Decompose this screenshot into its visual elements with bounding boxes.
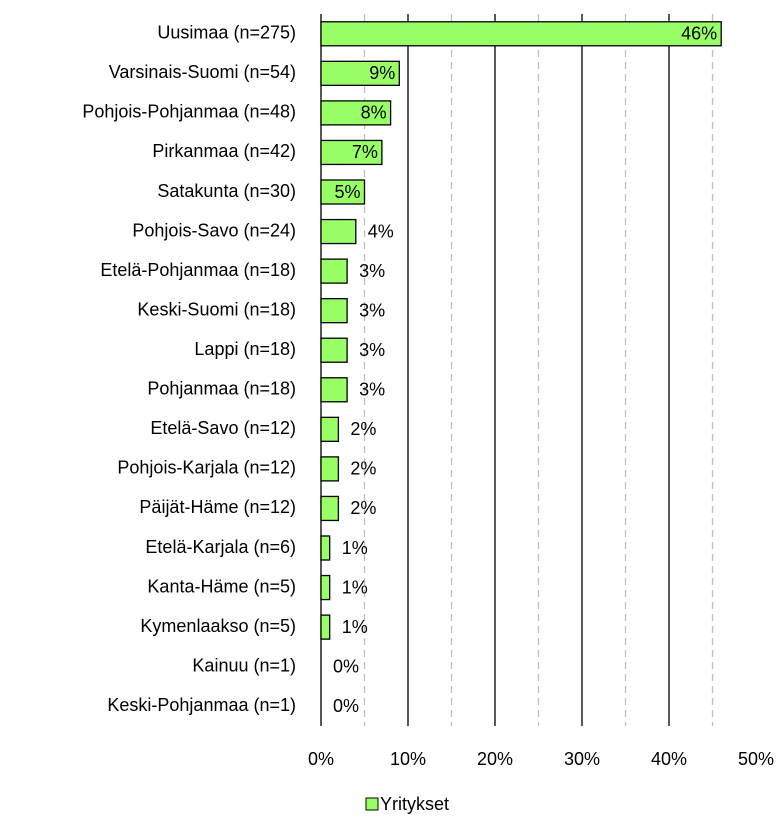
y-tick-label: Kymenlaakso (n=5): [140, 616, 296, 636]
data-label: 3%: [359, 380, 385, 400]
bar: [320, 495, 340, 522]
y-tick-label: Uusimaa (n=275): [157, 23, 296, 43]
y-tick-label: Kainuu (n=1): [192, 655, 296, 675]
data-label: 3%: [359, 340, 385, 360]
data-label: 1%: [342, 538, 368, 558]
bar: [320, 100, 392, 126]
bar: [320, 298, 348, 324]
bar: [320, 574, 331, 601]
legend-label: Yritykset: [380, 794, 449, 814]
bar: [320, 535, 331, 561]
data-label: 0%: [333, 696, 359, 716]
data-label: 4%: [368, 221, 394, 241]
bar: [320, 21, 722, 47]
data-label: 3%: [359, 300, 385, 320]
data-label: 0%: [333, 656, 359, 676]
bar: [320, 139, 383, 166]
data-label: 2%: [350, 459, 376, 479]
bar: [320, 258, 348, 284]
x-tick-label: 0%: [308, 749, 334, 769]
x-tick-label: 30%: [564, 749, 600, 769]
y-tick-label: Satakunta (n=30): [157, 181, 296, 201]
data-label: 8%: [361, 103, 387, 123]
bar: [320, 179, 366, 205]
data-label: 1%: [342, 617, 368, 637]
y-tick-label: Kanta-Häme (n=5): [147, 576, 296, 596]
x-tick-label: 50%: [738, 749, 774, 769]
data-label: 46%: [681, 24, 717, 44]
data-label: 2%: [350, 419, 376, 439]
legend-swatch: [365, 797, 379, 811]
data-label: 3%: [359, 261, 385, 281]
bar: [320, 614, 331, 640]
bar: [320, 416, 340, 442]
y-tick-label: Keski-Suomi (n=18): [137, 299, 296, 319]
data-label: 9%: [369, 63, 395, 83]
data-label: 1%: [342, 577, 368, 597]
bar: [320, 456, 340, 482]
bar: [320, 60, 400, 86]
y-tick-label: Pohjois-Savo (n=24): [132, 220, 296, 240]
y-tick-label: Pohjanmaa (n=18): [147, 379, 296, 399]
y-tick-label: Pohjois-Karjala (n=12): [117, 458, 296, 478]
y-tick-label: Keski-Pohjanmaa (n=1): [107, 695, 296, 715]
bar: [320, 377, 348, 403]
y-tick-label: Pirkanmaa (n=42): [152, 141, 296, 161]
bar: [320, 337, 348, 363]
y-tick-label: Etelä-Pohjanmaa (n=18): [100, 260, 296, 280]
y-tick-label: Lappi (n=18): [194, 339, 296, 359]
data-label: 7%: [352, 142, 378, 162]
data-label: 2%: [350, 498, 376, 518]
x-tick-label: 10%: [390, 749, 426, 769]
y-tick-label: Pohjois-Pohjanmaa (n=48): [82, 102, 296, 122]
x-tick-label: 40%: [651, 749, 687, 769]
y-tick-label: Varsinais-Suomi (n=54): [109, 62, 296, 82]
y-tick-label: Etelä-Savo (n=12): [150, 418, 296, 438]
y-tick-label: Etelä-Karjala (n=6): [145, 537, 296, 557]
bar: [320, 218, 357, 245]
data-label: 5%: [334, 182, 360, 202]
x-tick-label: 20%: [477, 749, 513, 769]
y-tick-label: Päijät-Häme (n=12): [139, 497, 296, 517]
